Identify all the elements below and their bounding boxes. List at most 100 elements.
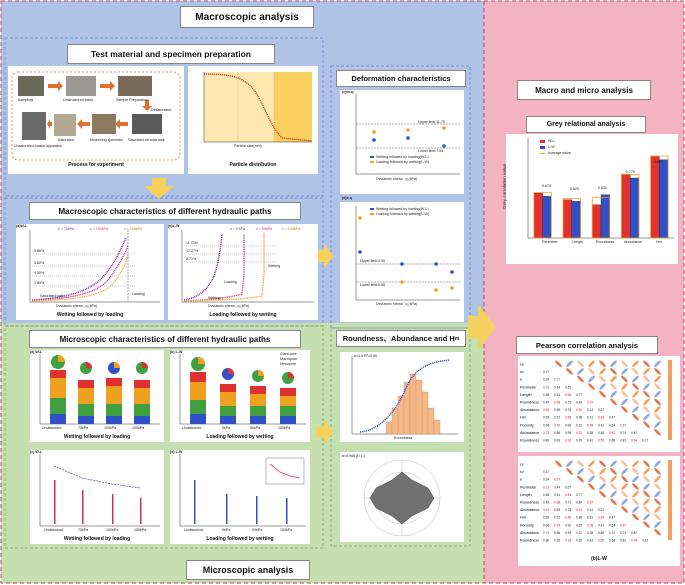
micro-b-chart: [179, 354, 306, 425]
pearson-cell-value: 0.45: [543, 401, 549, 405]
process-panel: Sampling Unstructured loess Sample Prepa…: [8, 66, 184, 174]
test-material-header: Test material and specimen preparation: [67, 44, 275, 64]
scatter-wl: [54, 480, 142, 524]
pearson-cell-value: 0.77: [576, 493, 582, 497]
macro-wl-caption: Wetting followed by loading: [56, 312, 124, 318]
pearson-header: Pearson correlation analysis: [516, 336, 658, 354]
macro-lw-panel: (b)L-W s = 0 kPa s = 50kPa s = 100kPa 11…: [168, 224, 318, 320]
pearson-cell-value: 0.21: [587, 416, 593, 420]
pearson-cell-value: 0.85: [565, 416, 571, 420]
grey-chart: [527, 138, 674, 239]
pearson-cell-value: 0.48: [598, 431, 604, 435]
microscopic-analysis-header: Microscopic analysis: [186, 560, 310, 580]
pearson-cell-ellipse: [610, 490, 617, 498]
macro-wl-legend-2: s = 150kPa: [124, 227, 143, 231]
pearson-cell-value: 0.59: [543, 416, 549, 420]
micro-a-chart: [39, 354, 160, 425]
pearson-cell-value: 0.78: [565, 508, 571, 512]
pearson-cell-value: 0.15: [576, 523, 582, 527]
pearson-cell-ellipse: [621, 390, 628, 398]
grey-bar-l-w-2: [600, 194, 610, 239]
pearson-cell-ellipse: [632, 413, 639, 421]
pearson-cell-ellipse: [632, 390, 639, 398]
deformation-d-upper: Upper limit:0.90: [360, 259, 386, 263]
deformation-d-legend-1: Loading followed by wetting(L-W): [376, 212, 430, 216]
pearson-cell-ellipse: [599, 360, 606, 368]
pearson-cell-ellipse: [654, 460, 661, 468]
pearson-var-label: Hm: [520, 516, 526, 520]
micro-c-panel: (c) W-L Undisturbed 75kPa 100kPa 150kPa …: [30, 450, 164, 544]
pearson-cell-ellipse: [654, 383, 661, 390]
rose-panel: α=0.906 β=1.1: [340, 452, 464, 542]
pearson-cell-value: 0.59: [543, 516, 549, 520]
pearson-cell-value: 0.51: [554, 493, 560, 497]
step-apparatus: Unsaturated triaxial apparatus: [14, 144, 62, 148]
deformation-d-legend-0: Wetting followed by loading(W-L): [376, 207, 429, 211]
pearson-cell-ellipse: [654, 506, 661, 513]
pearson-cell-value: 0.94: [631, 539, 637, 543]
pearson-cell-ellipse: [610, 390, 617, 398]
pearson-cell-ellipse: [588, 383, 595, 390]
deformation-c-legend-1: Loading followed by wetting(L-W): [376, 160, 430, 164]
pearson-var-label: e: [520, 478, 522, 482]
pearson-var-label: e: [520, 378, 522, 382]
pearson-cell-ellipse: [632, 406, 639, 413]
pearson-cell-value: 0.44: [554, 385, 560, 389]
pearson-cell-ellipse: [654, 468, 661, 475]
micro-d-panel: (d) L-W Undisturbed 0kPa 50kPa 100kPa Lo…: [170, 450, 310, 544]
micro-c-tag: (c) W-L: [30, 450, 43, 454]
pearson-cell-ellipse: [621, 406, 628, 413]
micro-b-legend-2: Mesopore: [280, 362, 296, 366]
grey-average-3: [621, 173, 640, 239]
pearson-cell-ellipse: [621, 498, 628, 506]
pearson-cell-ellipse: [654, 490, 661, 498]
macro-lw-legend-1: s = 50kPa: [256, 227, 273, 231]
micro-d-x3: 100kPa: [280, 528, 293, 532]
particle-caption: Particle distribution: [229, 162, 277, 168]
grey-legend-avg: Average value: [548, 151, 571, 155]
pearson-cell-value: 0.54: [609, 423, 615, 427]
macro-wl-legend-1: s = 100kPa: [90, 227, 109, 231]
macro-lw-xlabel: Deviatoric stress , q (kPa): [208, 304, 250, 308]
pearson-cell-value: 0.16: [565, 439, 571, 443]
pearson-cell-ellipse: [654, 390, 661, 398]
macro-lw-note-4: Wetting: [208, 296, 221, 300]
pearson-cell-value: 0.24: [543, 478, 549, 482]
pearson-cell-ellipse: [621, 375, 628, 383]
pearson-cell-ellipse: [654, 513, 661, 521]
particle-panel: Particle size(mm) Particle distribution: [188, 66, 318, 174]
pearson-var-label: Porosity: [520, 423, 534, 427]
pearson-cell-ellipse: [643, 475, 650, 483]
pearson-cell-value: 0.84: [576, 501, 582, 505]
pearson-cell-ellipse: [654, 368, 661, 375]
pearson-cell-ellipse: [588, 375, 595, 383]
pearson-cell-value: 0.72: [554, 416, 560, 420]
pearson-cell-ellipse: [632, 398, 639, 406]
macro-wl-note-2: 4.50%: [34, 271, 45, 275]
pearson-cell-value: 0.52: [543, 408, 549, 412]
pearson-cell-ellipse: [621, 506, 628, 513]
macro-wl-note-4: Saturated path: [40, 294, 64, 298]
pearson-cell-ellipse: [643, 498, 650, 506]
macro-wl-note-1: 5.82%: [34, 261, 45, 265]
pearson-cell-ellipse: [654, 421, 661, 428]
pearson-cell-value: 0.29: [576, 439, 582, 443]
grey-header: Grey relational analysis: [526, 116, 646, 133]
macro-wl-note-5: Loading: [132, 292, 145, 296]
grey-val-2: 0.630: [598, 186, 607, 190]
pearson-cell-ellipse: [643, 398, 650, 406]
deformation-d-panel: (d)e-q Wetting followed by loading(W-L) …: [340, 196, 464, 322]
particle-chart: [203, 72, 313, 143]
step-moisturing: Moisturing specimen: [90, 138, 123, 142]
deformation-d-tag: (d)e-q: [342, 196, 352, 200]
micro-c-caption: Wetting followed by loading: [63, 536, 131, 542]
pearson-cell-value: 0.54: [609, 523, 615, 527]
roundness-hist-chart: [351, 356, 458, 435]
pearson-cell-ellipse: [566, 368, 573, 375]
pearson-cell-ellipse: [610, 368, 617, 375]
pearson-cell-ellipse: [643, 360, 650, 368]
pearson-cell-value: 0.99: [565, 431, 571, 435]
pearson-cell-value: 0.51: [554, 393, 560, 397]
pearson-cell-ellipse: [621, 368, 628, 375]
